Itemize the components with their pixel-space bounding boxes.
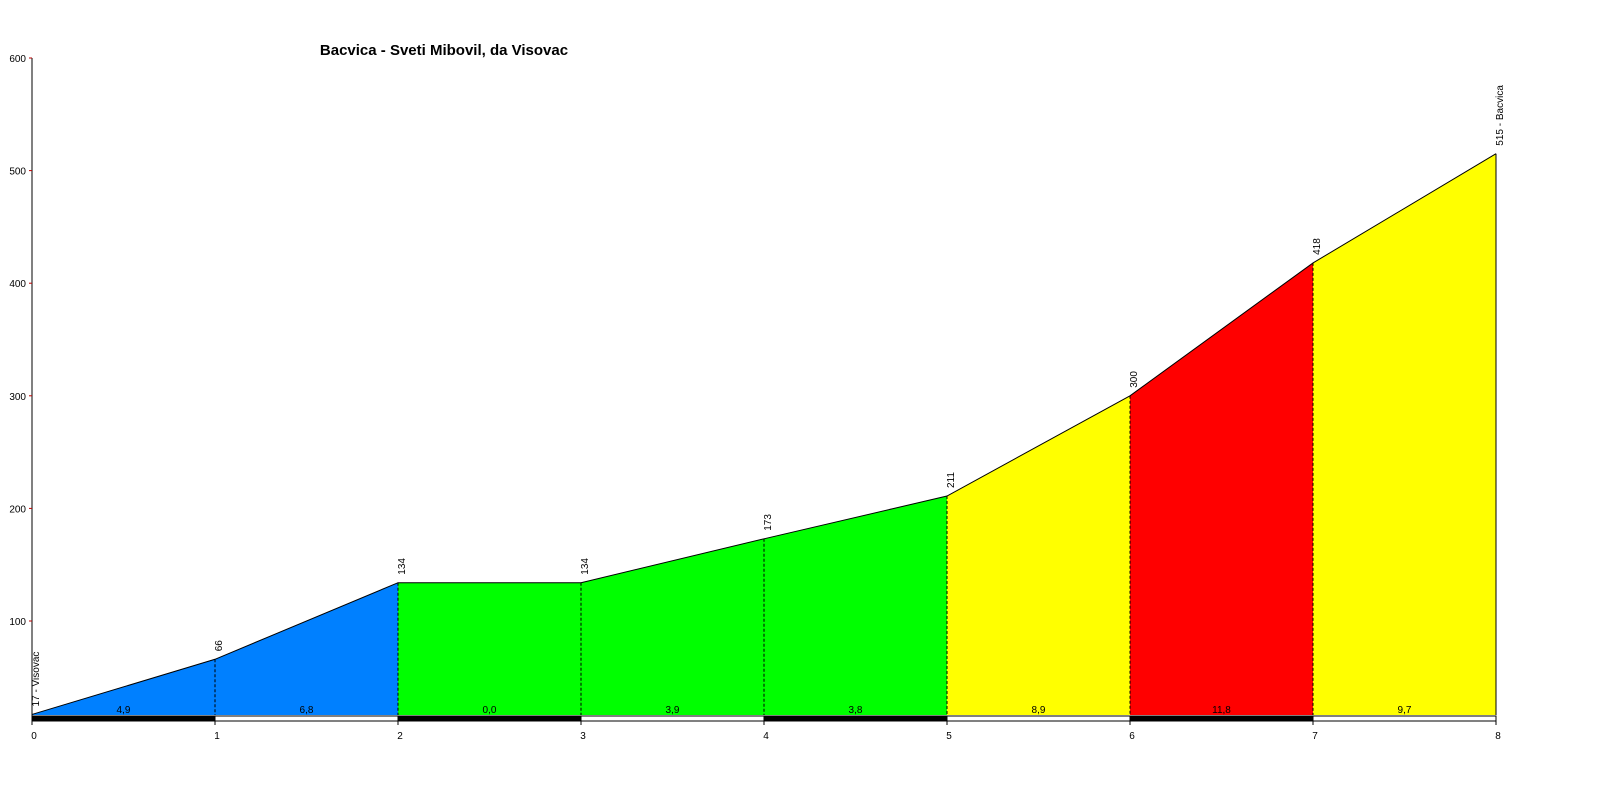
grade-labels: 4,9 6,8 0,0 3,9 3,8 8,9 11,8 9,7 [117,705,1412,716]
x-tick-label-1: 1 [214,731,220,742]
y-tick-label-500: 500 [9,167,26,178]
grade-label-1: 6,8 [300,705,314,716]
y-tick-label-600: 600 [9,54,26,65]
elevation-label-1: 66 [214,640,225,652]
distance-bar-segment-4 [763,715,948,722]
segment-areas [32,153,1496,715]
segment-area-5 [947,395,1130,715]
distance-bar-segment-6 [1129,715,1314,722]
distance-bar-segment-5 [946,715,1131,722]
elevation-label-7: 418 [1312,238,1323,255]
distance-bar [31,715,1497,722]
grade-label-0: 4,9 [117,705,131,716]
chart-title: Bacvica - Sveti Mibovil, da Visovac [320,42,568,59]
x-tick-label-3: 3 [580,731,586,742]
grade-label-3: 3,9 [666,705,680,716]
distance-bar-segment-1 [214,715,399,722]
distance-bar-segment-3 [580,715,765,722]
y-tick-label-200: 200 [9,504,26,515]
elevation-label-8: 515 - Bacvica [1495,85,1506,146]
x-tick-label-8: 8 [1495,731,1501,742]
segment-area-1 [215,582,398,715]
elevation-label-6: 300 [1129,371,1140,388]
profile-line [31,153,1497,715]
x-tick-label-7: 7 [1312,731,1318,742]
elevation-label-2: 134 [397,558,408,575]
x-tick-label-6: 6 [1129,731,1135,742]
segment-dividers [214,153,1497,715]
elevation-line [31,153,1497,715]
x-tick-label-4: 4 [763,731,769,742]
segment-area-3 [581,538,764,715]
axes: 100 200 300 400 500 600 0 1 2 3 4 5 6 7 8 [9,54,1501,742]
segment-area-2 [398,582,581,715]
elevation-labels: 17 - Visovac 66 134 134 173 211 300 418 515 - Ba… [31,85,1506,707]
grade-label-6: 11,8 [1212,705,1231,716]
grade-label-5: 8,9 [1032,705,1046,716]
grade-label-7: 9,7 [1398,705,1412,716]
x-tick-label-0: 0 [31,731,37,742]
y-tick-label-300: 300 [9,392,26,403]
y-tick-label-100: 100 [9,617,26,628]
segment-area-4 [764,496,947,715]
elevation-label-4: 173 [763,514,774,531]
segment-area-7 [1313,153,1496,715]
distance-bar-segment-2 [397,715,582,722]
distance-bar-segment-7 [1312,715,1497,722]
y-tick-label-400: 400 [9,279,26,290]
segment-area-6 [1130,262,1313,715]
grade-label-4: 3,8 [849,705,863,716]
distance-bar-segment-0 [31,715,216,722]
grade-label-2: 0,0 [483,705,497,716]
x-tick-label-5: 5 [946,731,952,742]
elevation-label-0: 17 - Visovac [31,652,42,707]
elevation-label-5: 211 [946,472,957,488]
x-tick-label-2: 2 [397,731,403,742]
elevation-label-3: 134 [580,558,591,575]
